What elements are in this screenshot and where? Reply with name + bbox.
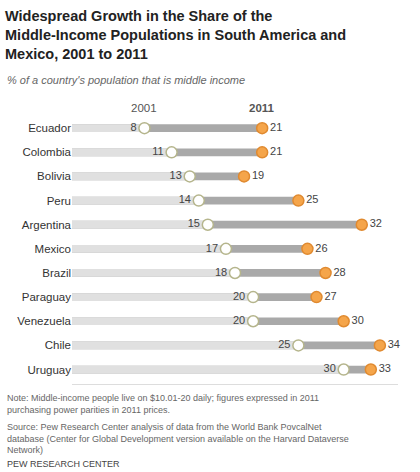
svg-text:PEW RESEARCH CENTER: PEW RESEARCH CENTER <box>7 459 120 469</box>
svg-text:18: 18 <box>215 266 227 278</box>
svg-text:14: 14 <box>179 193 191 205</box>
svg-text:34: 34 <box>388 338 400 350</box>
svg-text:33: 33 <box>379 362 391 374</box>
svg-text:Brazil: Brazil <box>42 267 71 279</box>
svg-text:Widespread Growth in the Share: Widespread Growth in the Share of theMid… <box>5 8 346 62</box>
svg-text:30: 30 <box>324 362 336 374</box>
svg-text:25: 25 <box>278 338 290 350</box>
svg-text:13: 13 <box>170 169 182 181</box>
svg-text:17: 17 <box>206 242 218 254</box>
svg-text:Chile: Chile <box>45 339 71 351</box>
svg-text:28: 28 <box>333 266 345 278</box>
svg-text:27: 27 <box>324 290 336 302</box>
svg-text:Peru: Peru <box>47 195 71 207</box>
svg-text:Bolivia: Bolivia <box>37 170 71 182</box>
svg-text:Uruguay: Uruguay <box>28 364 72 376</box>
svg-text:15: 15 <box>188 217 200 229</box>
svg-text:% of a country's population th: % of a country's population that is midd… <box>7 74 245 86</box>
svg-text:2011: 2011 <box>249 102 275 114</box>
svg-text:26: 26 <box>315 242 327 254</box>
svg-text:Note: Middle-income people liv: Note: Middle-income people live on $10.0… <box>7 393 319 415</box>
svg-text:Ecuador: Ecuador <box>28 122 71 134</box>
svg-text:11: 11 <box>152 145 163 157</box>
svg-text:25: 25 <box>306 193 318 205</box>
svg-text:21: 21 <box>270 121 282 133</box>
svg-text:32: 32 <box>370 217 382 229</box>
svg-text:Mexico: Mexico <box>35 243 71 255</box>
svg-text:20: 20 <box>233 314 245 326</box>
svg-text:30: 30 <box>352 314 364 326</box>
svg-text:2001: 2001 <box>131 102 157 114</box>
svg-text:Venezuela: Venezuela <box>17 315 71 327</box>
svg-text:20: 20 <box>233 290 245 302</box>
svg-text:19: 19 <box>252 169 264 181</box>
svg-text:Argentina: Argentina <box>22 219 72 231</box>
svg-text:21: 21 <box>270 145 282 157</box>
svg-text:8: 8 <box>130 121 136 133</box>
svg-text:Paraguay: Paraguay <box>22 291 71 303</box>
svg-text:Colombia: Colombia <box>22 146 71 158</box>
svg-text:Source: Pew Research Center an: Source: Pew Research Center analysis of … <box>7 422 349 455</box>
